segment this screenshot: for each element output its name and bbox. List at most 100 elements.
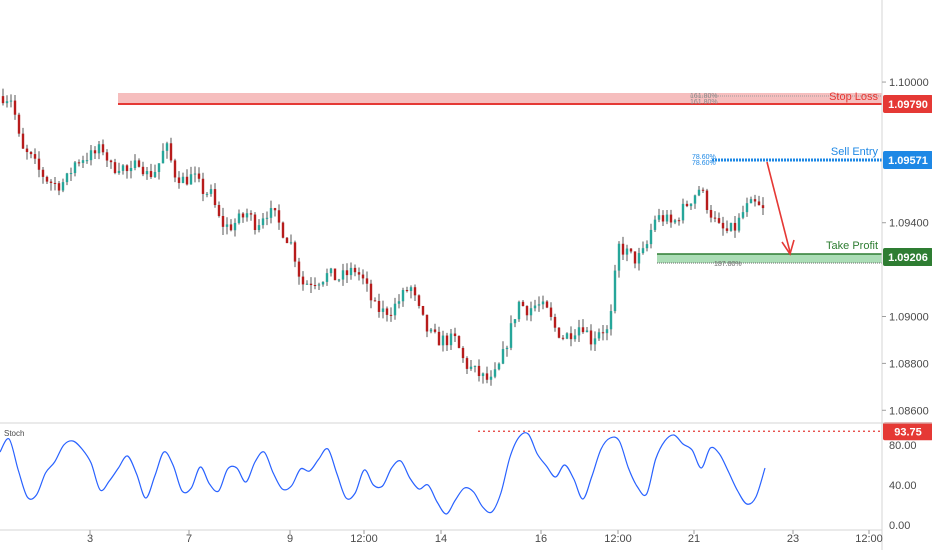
candle-body [433, 329, 437, 332]
candle-body [309, 283, 313, 286]
candle-body [489, 376, 493, 380]
candle [9, 94, 13, 108]
candle-body [105, 152, 109, 161]
candle [65, 172, 69, 186]
candle-body [113, 162, 117, 173]
candle-body [57, 183, 61, 191]
candle [241, 212, 245, 223]
candle-body [277, 210, 281, 223]
candle-body [201, 178, 205, 194]
candle-body [461, 347, 465, 359]
candle [661, 210, 665, 227]
candle [93, 146, 97, 159]
candle-body [273, 208, 277, 211]
candle-body [185, 176, 189, 185]
candle [105, 149, 109, 168]
price-tick-label: 1.09400 [889, 218, 929, 230]
candle [597, 328, 601, 341]
candle [41, 167, 45, 184]
candle [229, 219, 233, 232]
projection-arrow-line [766, 161, 791, 253]
candle [477, 359, 481, 382]
candle-body [133, 160, 137, 169]
candle [173, 158, 177, 183]
price-tag-label: 1.09206 [888, 252, 928, 264]
candle [17, 112, 21, 137]
candle [549, 302, 553, 321]
candle [309, 277, 313, 294]
candle [145, 167, 149, 180]
candle [529, 301, 533, 322]
candle [669, 209, 673, 228]
candle [753, 194, 757, 207]
candle [297, 257, 301, 285]
candle-body [17, 114, 21, 134]
candle [641, 241, 645, 255]
candle [465, 356, 469, 374]
candle [473, 365, 477, 373]
candle [625, 244, 629, 262]
candle-body [41, 169, 45, 177]
candle [565, 332, 569, 340]
candle [113, 158, 117, 175]
candle [161, 143, 165, 164]
candle-body [325, 273, 329, 282]
candle-body [549, 307, 553, 317]
candle [381, 300, 385, 319]
candle-body [465, 358, 469, 369]
candle [433, 323, 437, 334]
time-tick-label: 12:00 [855, 533, 883, 545]
candle-body [693, 195, 697, 204]
fib-label: 161.80% [690, 99, 718, 106]
candle-body [421, 305, 425, 315]
candle-body [357, 272, 361, 275]
candle [289, 234, 293, 245]
sell-entry-label: Sell Entry [831, 146, 879, 158]
time-tick-label: 23 [787, 533, 799, 545]
candle-body [757, 201, 761, 206]
candle-body [713, 217, 717, 219]
candle [429, 328, 433, 334]
candle [697, 186, 701, 197]
stoch-tick-label: 80.00 [889, 440, 917, 452]
candle [33, 148, 37, 164]
candle [569, 326, 573, 347]
candle-body [121, 165, 125, 171]
candle [585, 326, 589, 333]
candle [69, 167, 73, 181]
candle-body [761, 205, 765, 209]
stoch-tick-label: 0.00 [889, 520, 910, 532]
candle [453, 327, 457, 343]
candle-body [145, 171, 149, 175]
candle [353, 264, 357, 277]
candle [293, 240, 297, 268]
candle [321, 281, 325, 287]
candle [73, 160, 77, 177]
candle [153, 164, 157, 178]
candle-body [445, 335, 449, 346]
candle [201, 172, 205, 202]
candle-body [749, 199, 753, 204]
candle-body [717, 218, 721, 223]
candle [313, 277, 317, 290]
candle [169, 137, 173, 163]
candle [221, 207, 225, 236]
candle [125, 164, 129, 179]
candle [137, 158, 141, 168]
candle-body [65, 173, 69, 183]
time-tick-label: 16 [535, 533, 547, 545]
candle-body [441, 335, 445, 346]
candle [329, 267, 333, 277]
candle [365, 271, 369, 292]
candle [225, 217, 229, 235]
candle [377, 293, 381, 318]
candle [749, 196, 753, 204]
candle-body [637, 253, 641, 264]
candle-body [281, 222, 285, 238]
candle-body [405, 290, 409, 292]
candle-body [321, 281, 325, 285]
candle-body [413, 287, 417, 296]
candle-body [181, 176, 185, 183]
candle [29, 151, 33, 159]
